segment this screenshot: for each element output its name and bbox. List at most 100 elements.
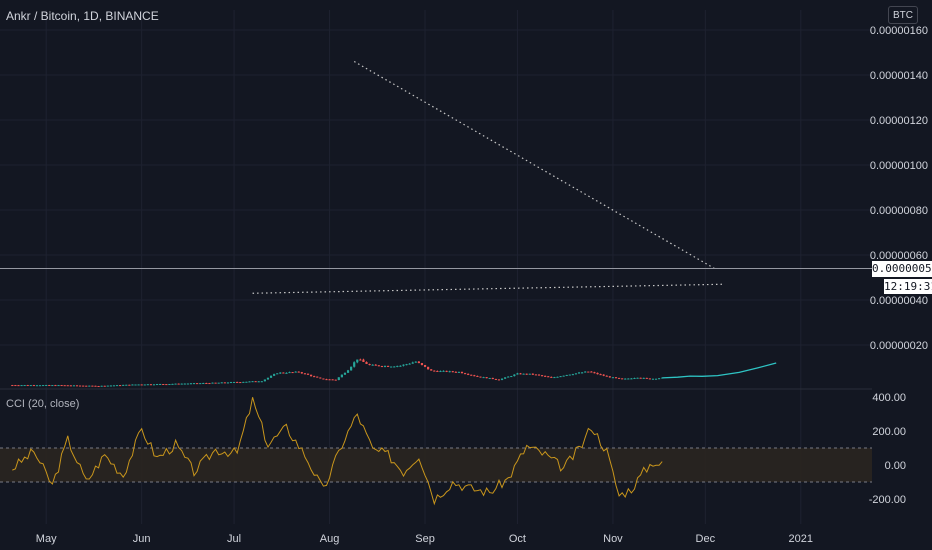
price-tick-label: 0.00000120 <box>870 115 928 127</box>
price-tick-label: 0.00000100 <box>870 160 928 172</box>
candle-body <box>57 385 60 387</box>
candle-body <box>559 376 562 378</box>
candle-body <box>202 382 205 384</box>
candle-body <box>214 382 217 384</box>
candle-body <box>257 381 260 383</box>
candle-body <box>414 361 417 363</box>
candle-body <box>279 372 282 374</box>
candle-body <box>577 372 581 374</box>
currency-button[interactable]: BTC <box>888 6 918 24</box>
cci-legend-label[interactable]: CCI (20, close) <box>6 398 80 410</box>
candle-body <box>88 385 91 387</box>
candle-body <box>396 365 399 367</box>
candle-body <box>479 376 482 378</box>
candle-body <box>617 377 621 379</box>
candle-body <box>325 379 328 381</box>
candle-body <box>359 359 362 361</box>
candle-body <box>556 376 559 378</box>
candle-body <box>574 373 578 375</box>
candle-body <box>519 373 522 375</box>
time-axis[interactable]: May Jun Jul Aug Sep Oct Nov Dec 2021 <box>36 533 813 545</box>
price-tick-label: 0.00000040 <box>870 295 928 307</box>
candle-body <box>100 385 103 387</box>
candle-body <box>54 385 57 387</box>
candle-body <box>159 384 162 386</box>
candle-body <box>550 376 553 378</box>
candle-body <box>571 374 574 376</box>
candle-body <box>143 384 146 386</box>
candle-body <box>236 381 239 383</box>
candle-body <box>621 378 624 380</box>
price-tick-label: 0.00000060 <box>870 250 928 262</box>
candle-body <box>106 385 109 387</box>
current-price-label: 0.00000054 <box>872 261 932 277</box>
dotted-trendline <box>353 60 715 270</box>
candle-body <box>149 384 153 386</box>
price-tick-label: 0.00000140 <box>870 70 928 82</box>
candle-body <box>448 371 451 373</box>
candle-body <box>205 382 208 384</box>
candle-body <box>439 371 442 373</box>
candle-body <box>544 375 547 377</box>
candle-body <box>303 373 307 375</box>
candle-body <box>199 383 202 385</box>
candle-body <box>42 385 45 387</box>
candle-body <box>525 373 528 375</box>
candle-body <box>451 371 454 373</box>
cci-line <box>12 397 663 506</box>
candle-body <box>229 382 233 384</box>
candle-body <box>374 364 377 366</box>
projection-curve <box>662 362 777 379</box>
candle-body <box>596 372 599 375</box>
candle-body <box>269 375 273 378</box>
candle-body <box>319 377 322 379</box>
candle-body <box>356 359 359 363</box>
candle-body <box>510 376 513 378</box>
time-tick-label: Nov <box>603 533 623 545</box>
candle-body <box>365 361 368 364</box>
candle-body <box>122 384 125 386</box>
time-tick-label: 2021 <box>789 533 813 545</box>
candle-body <box>402 364 405 366</box>
candle-body <box>78 385 82 387</box>
candle-body <box>97 386 100 388</box>
candle-body <box>125 384 128 386</box>
candle-body <box>383 365 387 367</box>
candle-body <box>540 375 544 377</box>
candle-body <box>248 381 251 383</box>
candle-body <box>337 377 340 380</box>
candle-body <box>91 385 94 387</box>
candle-body <box>593 372 596 374</box>
time-tick-label: Sep <box>415 533 435 545</box>
candle-body <box>20 385 23 387</box>
candle-body <box>488 377 491 379</box>
candle-body <box>109 385 112 387</box>
candle-body <box>408 363 411 365</box>
candle-body <box>436 371 439 373</box>
candlestick-series <box>11 358 664 388</box>
candle-body <box>309 374 313 377</box>
candle-body <box>393 366 396 368</box>
candle-body <box>112 385 116 387</box>
candle-body <box>386 365 390 367</box>
candle-body <box>454 371 457 373</box>
candle-body <box>85 385 88 387</box>
candle-body <box>66 385 69 387</box>
candle-body <box>328 379 331 381</box>
candle-body <box>661 377 664 379</box>
price-axis[interactable]: 0.00000020 0.00000040 0.00000060 0.00000080… <box>870 25 928 352</box>
candle-body <box>291 372 294 374</box>
cci-axis[interactable]: 400.00 200.00 0.00 -200.00 <box>869 392 906 506</box>
cci-tick-label: -200.00 <box>869 494 906 506</box>
candle-body <box>297 371 300 373</box>
candle-body <box>220 382 223 384</box>
candle-body <box>313 376 316 378</box>
cci-tick-label: 0.00 <box>885 460 906 472</box>
candle-body <box>140 384 143 386</box>
candle-body <box>658 378 661 380</box>
candle-body <box>584 371 587 373</box>
candle-body <box>334 379 337 381</box>
countdown-label: 12:19:31 <box>884 279 932 294</box>
candle-body <box>423 365 427 367</box>
